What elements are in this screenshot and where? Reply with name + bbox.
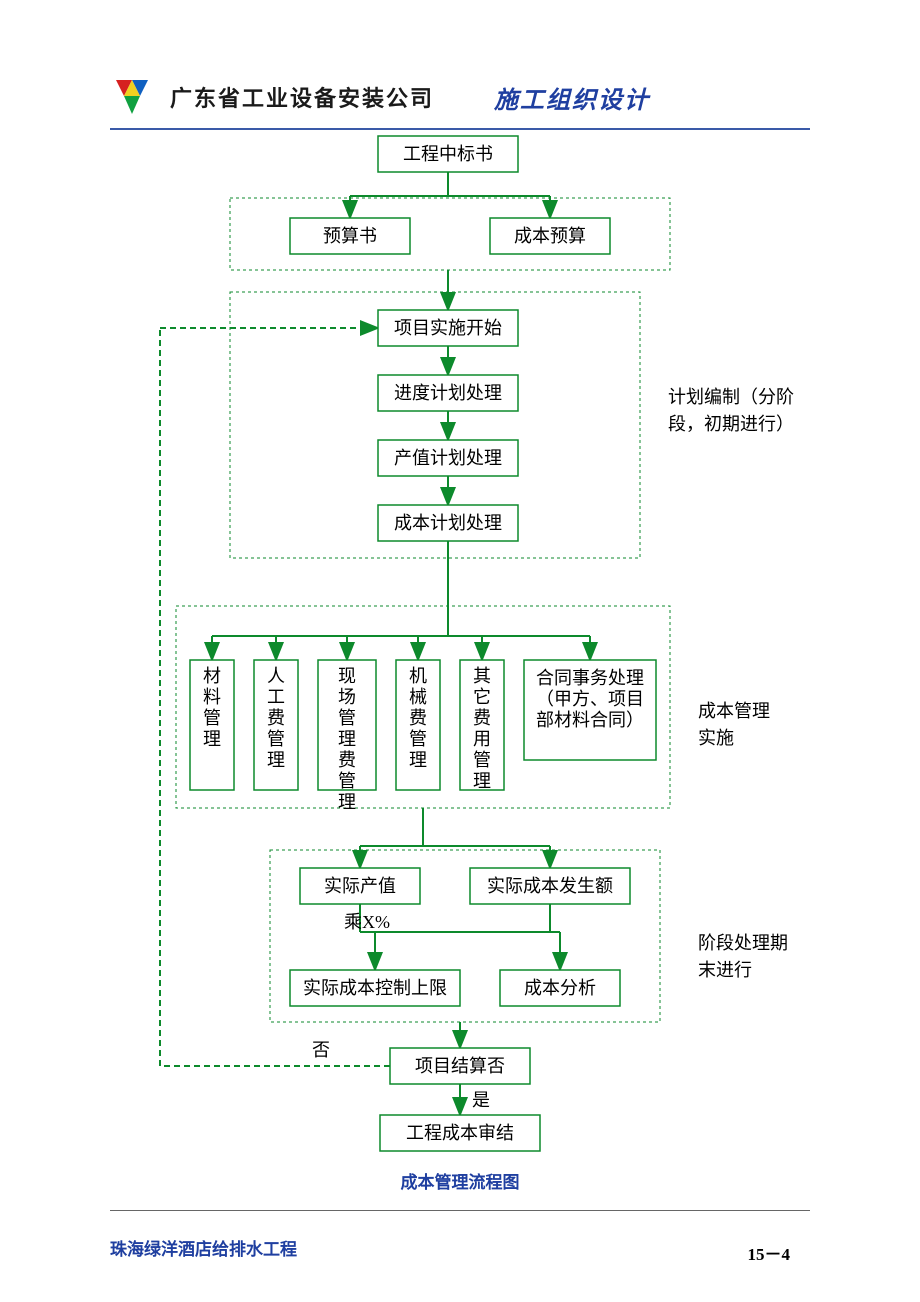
svg-text:成本计划处理: 成本计划处理 — [394, 513, 502, 533]
svg-text:现: 现 — [338, 666, 356, 686]
svg-text:费: 费 — [267, 708, 285, 728]
svg-text:机: 机 — [409, 666, 427, 686]
svg-text:用: 用 — [473, 729, 491, 749]
svg-text:理: 理 — [409, 750, 427, 770]
svg-text:部材料合同）: 部材料合同） — [536, 710, 644, 730]
svg-text:工程成本审结: 工程成本审结 — [406, 1123, 514, 1143]
footer-divider — [110, 1210, 810, 1211]
svg-text:费: 费 — [338, 750, 356, 770]
svg-text:理: 理 — [338, 729, 356, 749]
svg-text:其: 其 — [473, 666, 491, 686]
svg-text:是: 是 — [472, 1090, 490, 1110]
svg-text:管: 管 — [267, 729, 285, 749]
annotation-phase: 阶段处理期末进行 — [698, 930, 798, 984]
svg-text:工程中标书: 工程中标书 — [403, 144, 493, 164]
annotation-cost-mgmt: 成本管理实施 — [698, 698, 778, 752]
svg-text:否: 否 — [312, 1040, 330, 1060]
svg-text:理: 理 — [473, 771, 491, 791]
svg-text:场: 场 — [338, 687, 356, 707]
footer-page-number: 15－4 — [748, 1240, 791, 1265]
svg-text:项目实施开始: 项目实施开始 — [394, 318, 502, 338]
svg-text:（甲方、项目: （甲方、项目 — [536, 689, 644, 709]
svg-text:管: 管 — [409, 729, 427, 749]
svg-text:管: 管 — [473, 750, 491, 770]
svg-text:乘X%: 乘X% — [344, 912, 390, 932]
svg-text:材: 材 — [203, 666, 221, 686]
svg-text:人: 人 — [267, 666, 285, 686]
svg-text:理: 理 — [203, 729, 221, 749]
footer-project: 珠海绿洋酒店给排水工程 — [110, 1235, 297, 1260]
svg-text:进度计划处理: 进度计划处理 — [394, 383, 502, 403]
svg-text:项目结算否: 项目结算否 — [415, 1056, 505, 1076]
flowchart-diagram: 工程中标书预算书成本预算项目实施开始进度计划处理产值计划处理成本计划处理材料管理… — [0, 0, 920, 1200]
svg-text:理: 理 — [338, 792, 356, 812]
annotation-planning: 计划编制（分阶段，初期进行） — [668, 384, 808, 438]
svg-text:管: 管 — [338, 708, 356, 728]
svg-text:合同事务处理: 合同事务处理 — [536, 668, 644, 688]
svg-text:产值计划处理: 产值计划处理 — [394, 448, 502, 468]
svg-text:费: 费 — [473, 708, 491, 728]
svg-text:它: 它 — [473, 687, 491, 707]
svg-text:工: 工 — [267, 687, 285, 707]
svg-text:理: 理 — [267, 750, 285, 770]
svg-text:实际产值: 实际产值 — [324, 876, 396, 896]
svg-text:预算书: 预算书 — [323, 226, 377, 246]
svg-text:料: 料 — [203, 687, 221, 707]
svg-text:成本分析: 成本分析 — [524, 978, 596, 998]
svg-text:械: 械 — [409, 687, 427, 707]
svg-text:费: 费 — [409, 708, 427, 728]
svg-text:实际成本发生额: 实际成本发生额 — [487, 876, 613, 896]
svg-text:成本预算: 成本预算 — [514, 226, 586, 246]
diagram-caption: 成本管理流程图 — [0, 1168, 920, 1193]
svg-text:管: 管 — [338, 771, 356, 791]
svg-text:实际成本控制上限: 实际成本控制上限 — [303, 978, 447, 998]
svg-text:管: 管 — [203, 708, 221, 728]
